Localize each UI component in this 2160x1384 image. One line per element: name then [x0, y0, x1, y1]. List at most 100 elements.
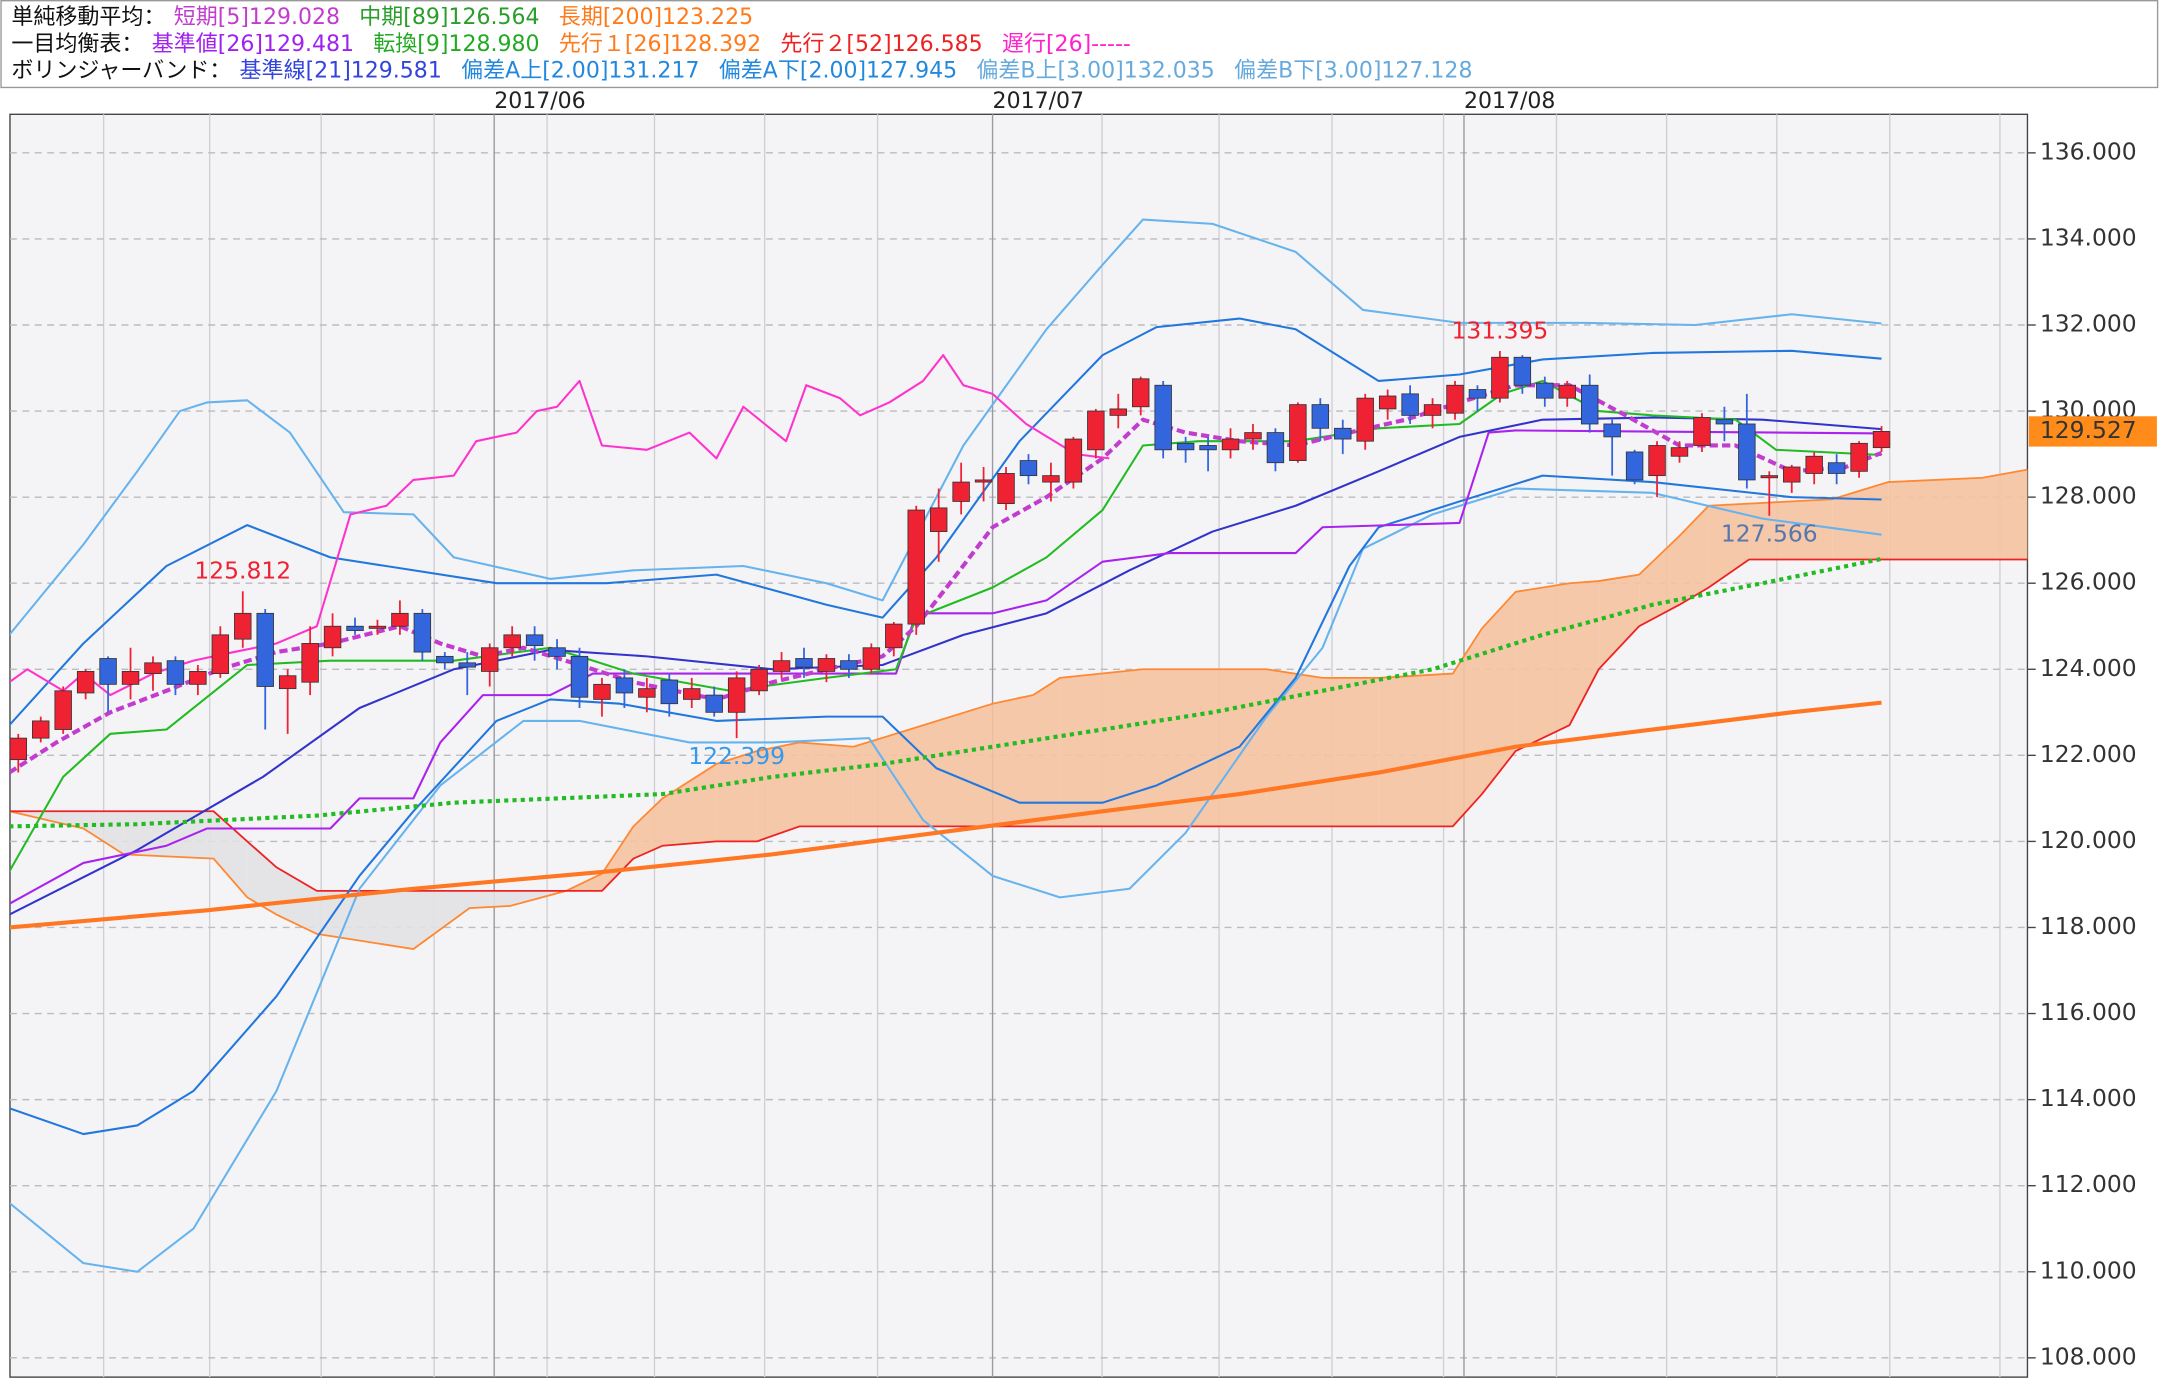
- cloud-fill: [1515, 583, 1570, 752]
- cloud-fill: [1481, 591, 1516, 795]
- candle-body: [211, 634, 230, 674]
- legend-item: 転換[9]128.980: [373, 32, 539, 57]
- candle-body: [1334, 427, 1352, 440]
- series-line: [9, 416, 1882, 916]
- candle-body: [862, 647, 881, 670]
- candle-body: [1109, 408, 1127, 416]
- legend-row: 単純移動平均： 短期[5]129.028 中期[89]126.564 長期[200]1…: [11, 5, 753, 30]
- cloud-fill: [247, 841, 277, 915]
- legend-item: 基準線[21]129.581: [240, 59, 442, 84]
- candle-body: [32, 720, 50, 739]
- series-line: [9, 429, 1882, 905]
- cloud-fill: [853, 729, 910, 827]
- candle-body: [1850, 442, 1868, 472]
- candle-body: [1827, 462, 1846, 474]
- y-tick-label: 114.000: [2040, 1084, 2137, 1112]
- candle-body: [1154, 384, 1172, 451]
- series-line: [9, 317, 1882, 726]
- candle-body: [1087, 410, 1105, 451]
- legend-item: 先行１[26]128.392: [559, 32, 761, 57]
- legend-label: ボリンジャーバンド：: [11, 59, 231, 84]
- candle-body: [166, 660, 185, 685]
- candle-body: [1625, 451, 1644, 481]
- candle-body: [413, 612, 432, 653]
- y-tick-label: 136.000: [2040, 137, 2137, 165]
- series-line: [9, 354, 1110, 697]
- candle-body: [1176, 442, 1195, 451]
- y-tick-label: 126.000: [2040, 568, 2137, 596]
- annotation: 122.399: [688, 742, 785, 770]
- cloud-fill: [1982, 469, 2028, 560]
- candle-body: [301, 643, 319, 683]
- cloud-fill: [413, 890, 470, 950]
- candle-body: [1221, 438, 1240, 451]
- series-line: [9, 700, 1882, 930]
- candle-body: [593, 683, 611, 700]
- series-line: [9, 218, 1882, 636]
- legend-item: 短期[5]129.028: [174, 5, 340, 30]
- candle-body: [1423, 404, 1442, 416]
- x-tick-label: 2017/06: [494, 89, 585, 114]
- y-tick-label: 134.000: [2040, 223, 2137, 251]
- y-tick-label: 124.000: [2040, 654, 2137, 682]
- candle-body: [1670, 447, 1689, 457]
- candle-body: [1289, 404, 1307, 461]
- candle-body: [1468, 389, 1487, 399]
- candle-body: [1580, 384, 1599, 425]
- cloud-fill: [756, 742, 800, 842]
- candle-body: [817, 658, 836, 672]
- cloud-fill: [799, 742, 854, 827]
- cloud-fill: [601, 826, 634, 891]
- annotation: 125.812: [194, 557, 291, 585]
- candle-body: [1603, 423, 1621, 438]
- candle-body: [1715, 419, 1734, 425]
- candle-body: [503, 634, 521, 649]
- legend-item: 偏差A下[2.00]127.945: [719, 59, 957, 84]
- candle-body: [885, 623, 903, 649]
- candle-body: [234, 612, 252, 640]
- candle-body: [1132, 378, 1150, 408]
- last-price-label: 129.527: [2040, 416, 2137, 444]
- series-line: [9, 487, 1882, 1273]
- candle-body: [121, 671, 140, 685]
- candle-body: [997, 473, 1015, 505]
- legend-label: 一目均衡表：: [11, 32, 143, 57]
- candle-body: [929, 507, 948, 532]
- candle-body: [638, 688, 656, 698]
- cloud-fill: [469, 890, 510, 909]
- candle-body: [974, 479, 993, 483]
- candle-body: [1805, 455, 1823, 474]
- candle-body: [615, 677, 634, 694]
- candle-body: [1446, 384, 1464, 414]
- candle-body: [1783, 466, 1801, 483]
- candle-body: [256, 612, 274, 687]
- cloud-fill: [1679, 505, 1709, 605]
- candle-body: [548, 647, 566, 657]
- candle-body: [750, 668, 768, 692]
- candle-body: [99, 658, 117, 685]
- candle-body: [1378, 395, 1397, 410]
- candle-body: [346, 625, 364, 631]
- candle-body: [1648, 445, 1666, 477]
- legend-label: 単純移動平均：: [11, 5, 165, 30]
- cloud-fill: [909, 703, 993, 827]
- candle-body: [683, 688, 701, 700]
- annotation: 127.566: [1721, 520, 1818, 548]
- candle-body: [1513, 356, 1532, 386]
- cloud-fill: [1378, 673, 1453, 827]
- candle-body: [1042, 475, 1060, 483]
- cloud-fill: [716, 751, 757, 842]
- candle-body: [1491, 356, 1509, 399]
- cloud-fill: [1832, 482, 1889, 560]
- y-tick-label: 116.000: [2040, 998, 2137, 1026]
- cloud-fill: [1598, 574, 1640, 670]
- candle-body: [1356, 397, 1374, 442]
- candle-body: [1244, 432, 1262, 440]
- candle-body: [368, 625, 387, 629]
- legend-row: 一目均衡表： 基準値[26]129.481 転換[9]128.980 先行１[26]1…: [11, 32, 1131, 57]
- label-layer: 125.812 122.399 131.395 127.566 129.527: [194, 316, 2157, 770]
- candle-body: [144, 662, 162, 674]
- cloud-span: [9, 468, 2028, 950]
- candle-body: [727, 677, 746, 713]
- legend: 単純移動平均： 短期[5]129.028 中期[89]126.564 長期[200]1…: [11, 5, 1472, 84]
